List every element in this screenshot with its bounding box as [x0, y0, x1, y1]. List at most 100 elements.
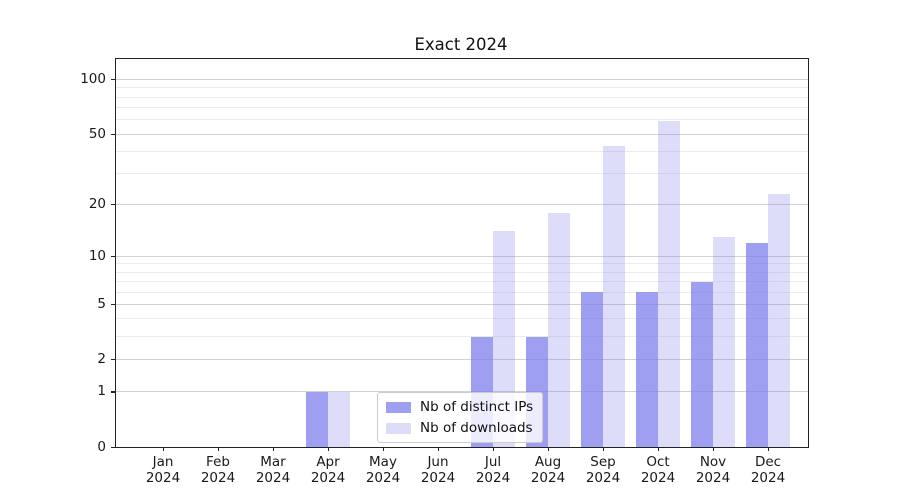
legend: Nb of distinct IPs Nb of downloads — [377, 392, 544, 443]
y-tick-label: 20 — [88, 196, 106, 213]
legend-row-distinct-ips: Nb of distinct IPs — [386, 399, 533, 415]
gridline-minor — [116, 318, 808, 320]
gridline-minor — [116, 336, 808, 338]
legend-row-downloads: Nb of downloads — [386, 420, 533, 436]
y-tick-label: 5 — [97, 295, 106, 312]
bar-downloads — [548, 212, 570, 447]
x-tick-year: 2024 — [640, 470, 676, 486]
x-tick-mark — [382, 447, 384, 451]
chart-title: Exact 2024 — [414, 35, 508, 54]
gridline-minor — [116, 271, 808, 273]
x-tick-label: Jan 2024 — [128, 454, 198, 486]
y-tick-label: 10 — [88, 247, 106, 264]
x-tick-label: Feb 2024 — [183, 454, 253, 486]
x-tick-year: 2024 — [695, 470, 731, 486]
bar-distinct-ips — [636, 292, 658, 447]
x-tick-year: 2024 — [475, 470, 511, 486]
y-tick-mark — [111, 133, 115, 135]
y-tick-mark — [111, 446, 115, 448]
gridline-minor — [116, 87, 808, 89]
gridline-major — [116, 391, 808, 393]
y-tick-mark — [111, 359, 115, 361]
x-tick-month: Jun — [427, 454, 449, 470]
x-tick-mark — [327, 447, 329, 451]
y-tick-label: 0 — [97, 438, 106, 455]
x-tick-mark — [217, 447, 219, 451]
x-tick-year: 2024 — [145, 470, 181, 486]
x-tick-mark — [657, 447, 659, 451]
x-tick-year: 2024 — [420, 470, 456, 486]
gridline-minor — [116, 173, 808, 175]
x-tick-year: 2024 — [750, 470, 786, 486]
bar-downloads — [713, 236, 735, 447]
x-tick-label: Dec 2024 — [733, 454, 803, 486]
bar-downloads — [603, 145, 625, 447]
gridline-major — [116, 133, 808, 135]
gridline-major — [116, 79, 808, 81]
bar-downloads — [658, 121, 680, 447]
x-tick-year: 2024 — [585, 470, 621, 486]
y-tick-label: 100 — [80, 71, 106, 88]
gridline-major — [116, 255, 808, 257]
x-tick-month: Sep — [590, 454, 616, 470]
x-tick-mark — [162, 447, 164, 451]
x-tick-year: 2024 — [530, 470, 566, 486]
x-tick-mark — [272, 447, 274, 451]
x-tick-label: Nov 2024 — [678, 454, 748, 486]
x-tick-month: Mar — [260, 454, 286, 470]
gridline-minor — [116, 96, 808, 98]
x-tick-label: Mar 2024 — [238, 454, 308, 486]
x-tick-month: Apr — [316, 454, 340, 470]
x-tick-label: Aug 2024 — [513, 454, 583, 486]
x-tick-month: Feb — [206, 454, 230, 470]
x-tick-mark — [767, 447, 769, 451]
legend-label-distinct-ips: Nb of distinct IPs — [420, 399, 534, 415]
gridline-major — [116, 303, 808, 305]
y-tick-label: 50 — [88, 125, 106, 142]
legend-swatch-downloads — [386, 422, 411, 434]
x-tick-month: Jul — [484, 454, 502, 470]
y-tick-mark — [111, 255, 115, 257]
bar-distinct-ips — [691, 281, 713, 447]
gridline-minor — [116, 291, 808, 293]
x-tick-mark — [492, 447, 494, 451]
bar-distinct-ips — [306, 391, 328, 447]
x-tick-month: Dec — [754, 454, 782, 470]
bar-distinct-ips — [746, 242, 768, 447]
y-tick-mark — [111, 303, 115, 306]
gridline-major — [116, 204, 808, 206]
bar-distinct-ips — [581, 292, 603, 447]
x-tick-mark — [547, 447, 549, 451]
gridline-minor — [116, 107, 808, 109]
legend-swatch-distinct-ips — [386, 401, 411, 413]
gridline-minor — [116, 281, 808, 282]
y-tick-mark — [111, 204, 115, 206]
x-tick-month: Nov — [699, 454, 727, 470]
gridline-major — [116, 359, 808, 361]
x-tick-month: Aug — [534, 454, 562, 470]
x-tick-year: 2024 — [255, 470, 291, 486]
gridline-minor — [116, 150, 808, 152]
gridline-minor — [116, 263, 808, 265]
x-tick-month: May — [369, 454, 397, 470]
y-tick-mark — [111, 391, 115, 393]
x-tick-mark — [602, 447, 604, 451]
plot-area: 0 1 2 5 10 20 50 100 Jan 2024 Feb 2024 Mar 2024 Apr 20… — [80, 58, 809, 486]
y-tick-label: 2 — [97, 351, 106, 368]
legend-label-downloads: Nb of downloads — [420, 420, 533, 436]
x-tick-label: Jun 2024 — [403, 454, 473, 486]
x-tick-year: 2024 — [365, 470, 401, 486]
bar-downloads — [768, 194, 790, 447]
bar-downloads — [328, 391, 350, 447]
x-tick-year: 2024 — [310, 470, 346, 486]
x-tick-label: Sep 2024 — [568, 454, 638, 486]
y-tick-label: 1 — [97, 383, 106, 400]
x-tick-mark — [712, 447, 714, 451]
x-tick-mark — [437, 447, 439, 451]
x-tick-label: Apr 2024 — [293, 454, 363, 486]
x-tick-label: Jul 2024 — [458, 454, 528, 486]
y-tick-mark — [111, 79, 115, 81]
x-tick-month: Jan — [152, 454, 174, 470]
x-tick-month: Oct — [646, 454, 670, 470]
